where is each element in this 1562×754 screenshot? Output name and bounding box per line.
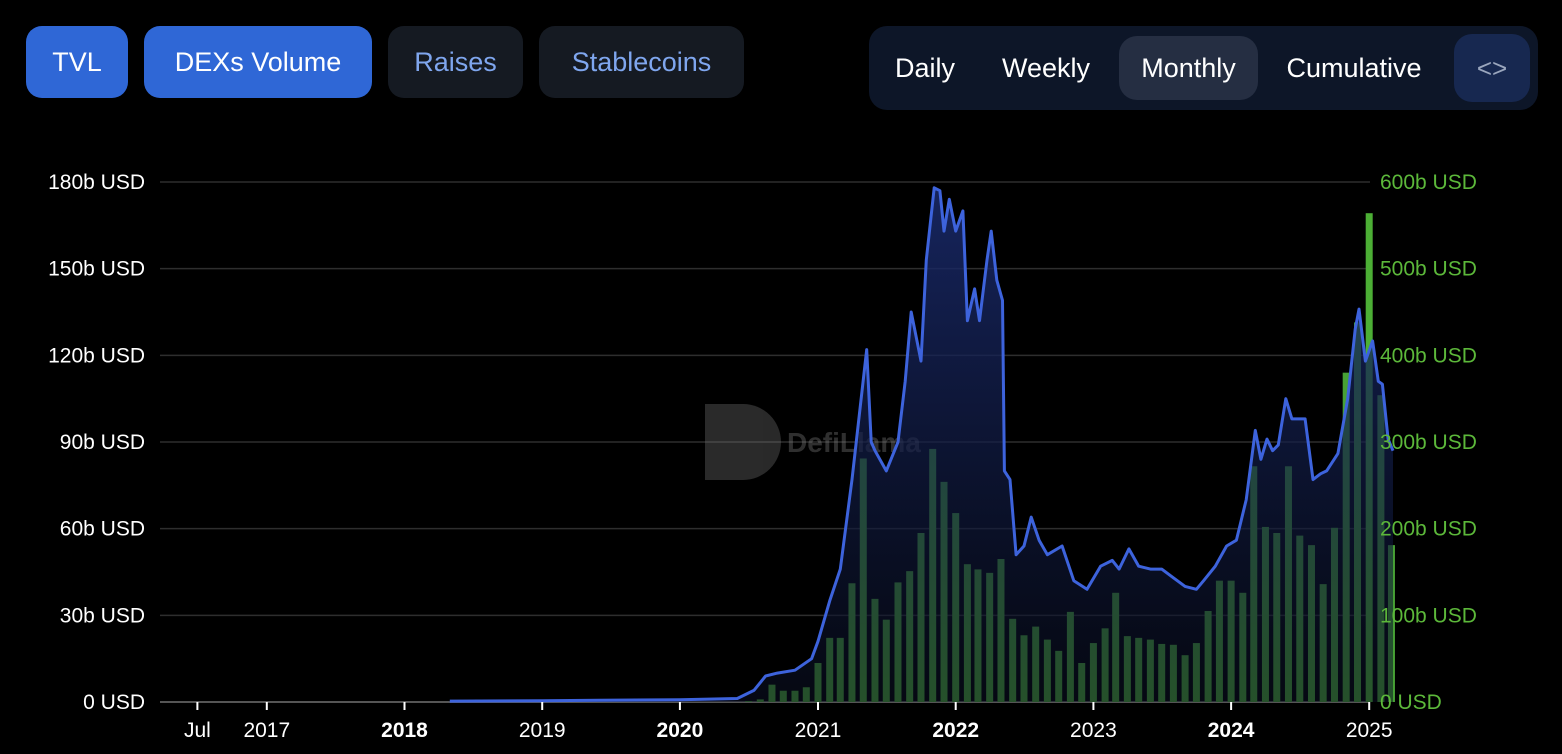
- x-tick-label: 2022: [932, 719, 979, 742]
- x-tick-label: 2019: [519, 719, 566, 742]
- x-tick-label: 2017: [243, 719, 290, 742]
- y-right-tick-label: 500b USD: [1380, 258, 1477, 281]
- y-left-tick-label: 0 USD: [83, 691, 145, 714]
- x-tick-label: Jul: [184, 719, 211, 742]
- x-tick-label: 2021: [795, 719, 842, 742]
- tab-raises[interactable]: Raises: [388, 26, 523, 98]
- tab-dexs-volume[interactable]: DEXs Volume: [144, 26, 372, 98]
- tab-stablecoins[interactable]: Stablecoins: [539, 26, 744, 98]
- x-tick-label: 2018: [381, 719, 428, 742]
- code-icon: <>: [1476, 52, 1508, 83]
- period-weekly[interactable]: Weekly: [1001, 52, 1091, 83]
- x-tick-label: 2024: [1208, 719, 1255, 742]
- period-selector: Daily Weekly Monthly Cumulative <>: [869, 26, 1538, 110]
- y-left-tick-label: 60b USD: [60, 518, 145, 541]
- tvl-area: [449, 187, 1393, 703]
- y-right-tick-label: 300b USD: [1380, 431, 1477, 454]
- y-right-tick-label: 600b USD: [1380, 171, 1477, 194]
- y-right-tick-label: 200b USD: [1380, 518, 1477, 541]
- period-daily[interactable]: Daily: [894, 52, 955, 83]
- y-left-tick-label: 30b USD: [60, 604, 145, 627]
- x-tick-label: 2023: [1070, 719, 1117, 742]
- y-right-tick-label: 0 USD: [1380, 691, 1442, 714]
- y-right-tick-label: 100b USD: [1380, 604, 1477, 627]
- period-monthly[interactable]: Monthly: [1119, 36, 1258, 100]
- x-tick-label: 2025: [1346, 719, 1393, 742]
- tvl-line: [449, 186, 1395, 703]
- y-left-tick-label: 150b USD: [48, 258, 145, 281]
- y-right-tick-label: 400b USD: [1380, 344, 1477, 367]
- x-tick-label: 2020: [657, 719, 704, 742]
- tab-tvl[interactable]: TVL: [26, 26, 128, 98]
- y-left-tick-label: 180b USD: [48, 171, 145, 194]
- period-cumulative[interactable]: Cumulative: [1286, 52, 1422, 83]
- y-left-tick-label: 120b USD: [48, 344, 145, 367]
- y-left-tick-label: 90b USD: [60, 431, 145, 454]
- embed-button[interactable]: <>: [1454, 34, 1530, 102]
